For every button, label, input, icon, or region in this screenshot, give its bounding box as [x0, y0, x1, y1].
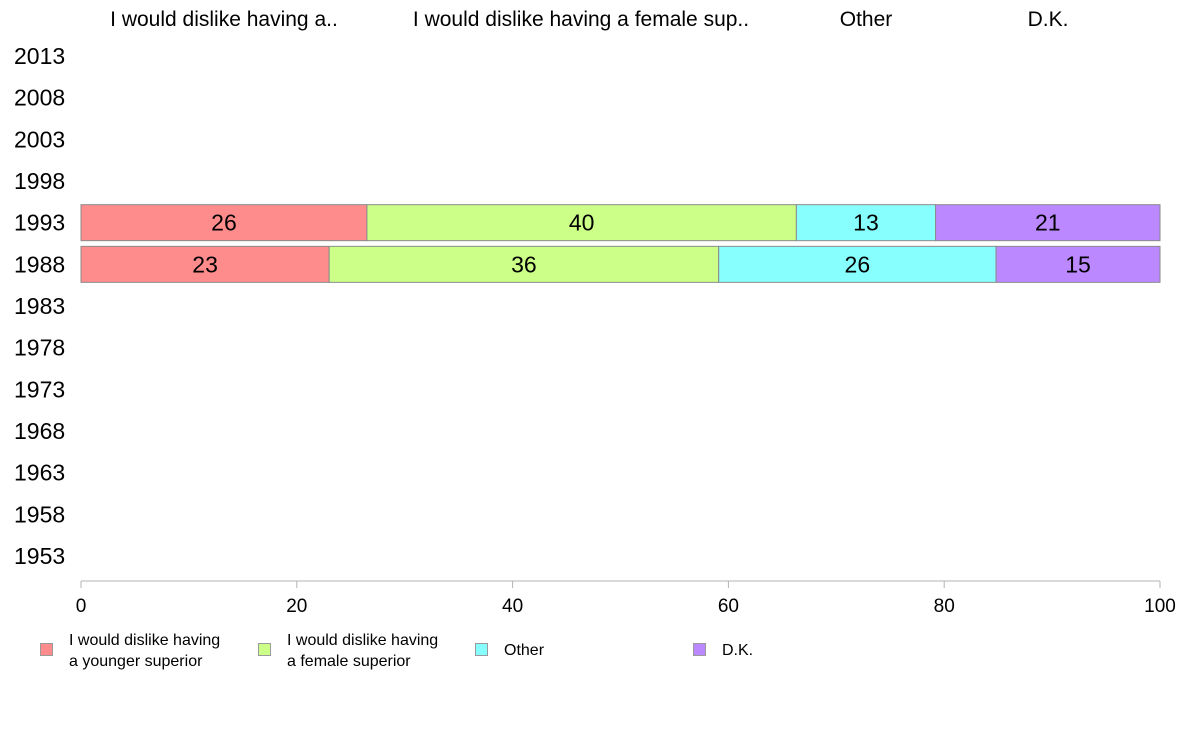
column-headers: I would dislike having a.. I would dislik…: [110, 8, 1068, 31]
legend-item-4: D.K.: [693, 630, 753, 661]
y-tick-label-1968: 1968: [14, 418, 65, 444]
legend: I would dislike having a younger superio…: [40, 630, 1180, 680]
y-tick-label-1988: 1988: [14, 251, 65, 277]
column-header-2: I would dislike having a female sup..: [413, 8, 749, 31]
data-label-1988-series-4: 15: [1065, 251, 1091, 277]
x-tick-label-100: 100: [1144, 596, 1176, 617]
legend-item-2: I would dislike having a female superior: [258, 630, 438, 672]
legend-swatch: [258, 643, 271, 656]
y-tick-label-2013: 2013: [14, 43, 65, 69]
data-label-1993-series-1: 26: [211, 210, 237, 236]
y-tick-label-1993: 1993: [14, 210, 65, 236]
bar-1988-series-4: [995, 245, 1161, 283]
y-axis-tick-labels: 2013 2008 2003 1998 1993 1988 1983 1978 1973 1968…: [14, 43, 65, 569]
y-tick-label-2008: 2008: [14, 85, 65, 111]
y-tick-label-1978: 1978: [14, 335, 65, 361]
x-tick-label-20: 20: [286, 596, 307, 617]
x-tick-label-40: 40: [502, 596, 523, 617]
bar-1988-series-2: [328, 245, 720, 283]
column-header-1: I would dislike having a..: [110, 8, 338, 31]
legend-label: Other: [504, 642, 545, 659]
y-tick-label-2003: 2003: [14, 126, 65, 152]
bar-1993-series-3: [795, 204, 937, 242]
data-label-1988-series-2: 36: [511, 251, 537, 277]
legend-label: I would dislike having a female superior: [287, 632, 439, 670]
y-tick-label-1963: 1963: [14, 460, 65, 486]
data-label-1993-series-2: 40: [569, 210, 595, 236]
y-tick-label-1973: 1973: [14, 376, 65, 402]
y-tick-label-1953: 1953: [14, 543, 65, 569]
legend-swatch: [475, 643, 488, 656]
legend-swatch: [40, 643, 53, 656]
y-tick-label-1983: 1983: [14, 293, 65, 319]
x-tick-label-80: 80: [934, 596, 955, 617]
column-header-4: D.K.: [1028, 8, 1069, 31]
y-tick-label-1958: 1958: [14, 501, 65, 527]
data-label-1993-series-4: 21: [1035, 210, 1061, 236]
bars: 26 40 13 21 23 36 26 15: [80, 204, 1161, 283]
bar-1993-series-4: [935, 204, 1161, 242]
x-tick-label-0: 0: [76, 596, 87, 617]
legend-label: I would dislike having a younger superio…: [69, 632, 221, 670]
legend-item-1: I would dislike having a younger superio…: [40, 630, 220, 672]
bar-1988-series-3: [718, 245, 997, 283]
legend-item-3: Other: [475, 630, 544, 661]
x-tick-label-60: 60: [718, 596, 739, 617]
bar-1988-series-1: [80, 245, 330, 283]
bar-1993-series-2: [366, 204, 797, 242]
data-label-1988-series-1: 23: [192, 251, 218, 277]
legend-label: D.K.: [722, 642, 754, 659]
bar-1993-series-1: [80, 204, 368, 242]
data-label-1993-series-3: 13: [853, 210, 879, 236]
column-header-3: Other: [840, 8, 893, 31]
legend-swatch: [693, 643, 706, 656]
y-tick-label-1998: 1998: [14, 168, 65, 194]
x-axis: 0 20 40 60 80 100: [76, 580, 1176, 617]
data-label-1988-series-3: 26: [845, 251, 871, 277]
